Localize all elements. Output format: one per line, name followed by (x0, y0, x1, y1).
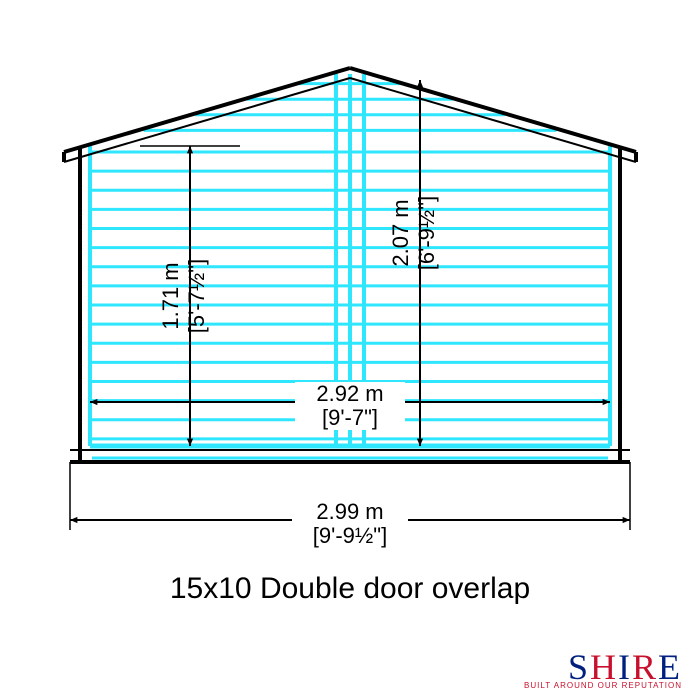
dim-width-inner-metric: 2.92 m (316, 381, 383, 406)
technical-drawing: 1.71 m[5'-7½"] 2.07 m[6'-9½"] 2.92 m[9'-7"… (20, 30, 680, 670)
logo-tagline: BUILT AROUND OUR REPUTATION (524, 681, 682, 690)
dim-width-outer-imperial: [9'-9½"] (313, 523, 387, 548)
dim-height-center-imperial: [6'-9½"] (414, 196, 439, 270)
dim-height-left-metric: 1.71 m (158, 262, 183, 329)
dim-height-left-imperial: [5'-7½"] (184, 259, 209, 333)
diagram-title: 15x10 Double door overlap (170, 572, 530, 605)
dim-height-center-metric: 2.07 m (388, 199, 413, 266)
brand-logo: SHIRE BUILT AROUND OUR REPUTATION (524, 651, 682, 690)
dim-width-inner-imperial: [9'-7"] (322, 405, 378, 430)
logo-text: SHIRE (524, 651, 682, 683)
dim-width-outer-metric: 2.99 m (316, 499, 383, 524)
